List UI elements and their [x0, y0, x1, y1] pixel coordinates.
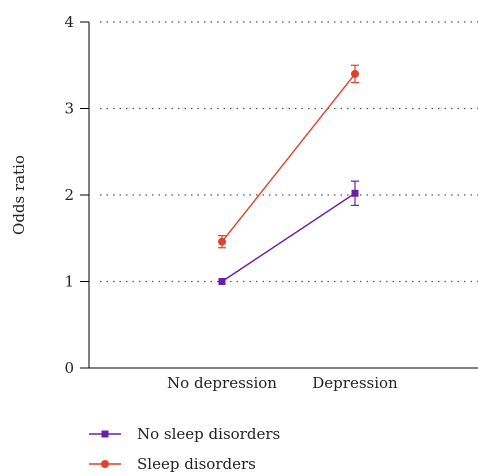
x-ticks: No depression Depression [167, 374, 398, 392]
legend-item: No sleep disorders [89, 425, 280, 443]
data-point [351, 69, 359, 78]
x-tick-label: No depression [167, 374, 277, 392]
legend-label: Sleep disorders [137, 455, 256, 473]
data-point [351, 189, 359, 197]
series-line [221, 192, 356, 283]
grid-lines [100, 21, 478, 283]
legend-marker-square [101, 430, 109, 438]
data-point [218, 278, 226, 285]
series-line [221, 73, 356, 243]
y-tick-label: 2 [64, 186, 74, 204]
y-tick-label: 1 [64, 273, 74, 291]
legend-marker-circle [101, 460, 109, 468]
y-tick-label: 3 [64, 100, 74, 118]
legend: No sleep disorders Sleep disorders [89, 425, 280, 473]
data-point [218, 237, 226, 246]
y-tick-label: 4 [64, 13, 74, 31]
legend-label: No sleep disorders [137, 425, 280, 443]
y-axis-label: Odds ratio [10, 155, 28, 235]
series-no-sleep-disorders [218, 180, 359, 285]
x-tick-label: Depression [312, 374, 398, 392]
y-ticks: 0 1 2 3 4 [64, 13, 89, 377]
series-sleep-disorders [218, 64, 359, 249]
y-tick-label: 0 [64, 359, 74, 377]
series-group [218, 64, 359, 285]
legend-item: Sleep disorders [89, 455, 256, 473]
